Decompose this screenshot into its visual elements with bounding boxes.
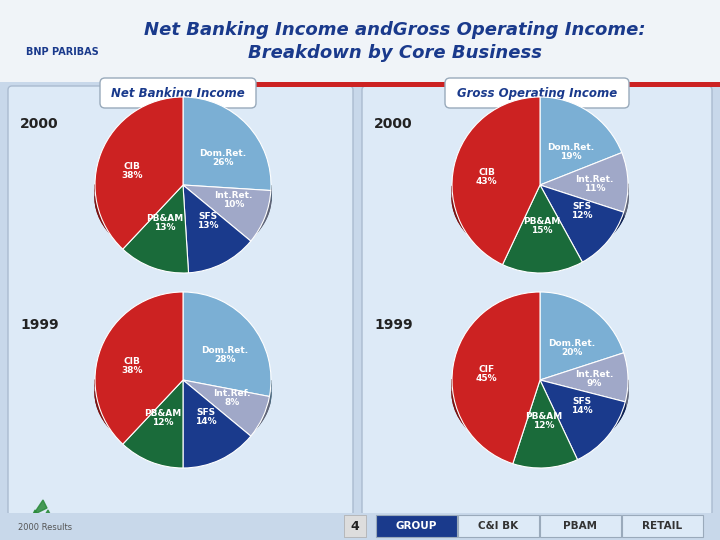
Wedge shape xyxy=(183,292,271,396)
Text: Int.Ret.: Int.Ret. xyxy=(575,176,613,184)
Text: PBAM: PBAM xyxy=(564,521,598,531)
Text: C&I BK: C&I BK xyxy=(478,521,518,531)
Polygon shape xyxy=(95,185,122,245)
Text: CIB: CIB xyxy=(478,168,495,177)
Text: 2000: 2000 xyxy=(374,117,413,131)
Polygon shape xyxy=(452,379,513,454)
Wedge shape xyxy=(183,380,269,436)
Text: Dom.Ret.: Dom.Ret. xyxy=(547,143,594,152)
Polygon shape xyxy=(513,439,577,457)
Text: Gross Operating Income: Gross Operating Income xyxy=(457,86,617,99)
Text: 19%: 19% xyxy=(560,152,582,161)
Polygon shape xyxy=(540,392,625,451)
Polygon shape xyxy=(503,242,582,262)
Text: Int.Ret.: Int.Ret. xyxy=(575,370,613,379)
Polygon shape xyxy=(513,392,577,457)
Text: RETAIL: RETAIL xyxy=(642,521,683,531)
Wedge shape xyxy=(540,292,624,380)
Polygon shape xyxy=(28,510,40,525)
Polygon shape xyxy=(540,197,624,254)
Text: PB&AM: PB&AM xyxy=(523,217,560,226)
Text: 13%: 13% xyxy=(197,221,218,231)
Wedge shape xyxy=(95,97,183,249)
Text: CIB: CIB xyxy=(124,356,140,366)
Polygon shape xyxy=(183,197,271,201)
Polygon shape xyxy=(251,392,269,434)
Polygon shape xyxy=(540,195,628,217)
Wedge shape xyxy=(122,380,183,468)
Polygon shape xyxy=(183,197,251,262)
FancyBboxPatch shape xyxy=(0,513,720,540)
Text: PB&AM: PB&AM xyxy=(525,411,562,421)
Text: CIB: CIB xyxy=(124,161,140,171)
Text: 12%: 12% xyxy=(152,418,174,427)
Wedge shape xyxy=(183,185,251,273)
Text: 2000: 2000 xyxy=(20,117,58,131)
Polygon shape xyxy=(251,189,271,239)
FancyBboxPatch shape xyxy=(0,0,720,82)
Wedge shape xyxy=(540,380,625,460)
Text: 14%: 14% xyxy=(195,417,217,426)
Polygon shape xyxy=(540,392,628,408)
Text: 38%: 38% xyxy=(122,366,143,375)
Text: SFS: SFS xyxy=(198,212,217,221)
Text: SFS: SFS xyxy=(197,408,216,417)
Text: 26%: 26% xyxy=(212,158,233,167)
Text: 45%: 45% xyxy=(475,374,497,383)
Text: 38%: 38% xyxy=(122,171,143,180)
Text: 43%: 43% xyxy=(476,177,498,186)
Polygon shape xyxy=(95,392,183,440)
Wedge shape xyxy=(452,97,540,265)
Text: Int.Ret.: Int.Ret. xyxy=(215,191,253,200)
FancyBboxPatch shape xyxy=(362,86,712,516)
Polygon shape xyxy=(183,421,251,457)
Polygon shape xyxy=(183,392,251,457)
Polygon shape xyxy=(452,197,540,256)
Polygon shape xyxy=(95,380,122,440)
Text: 12%: 12% xyxy=(533,421,554,430)
FancyBboxPatch shape xyxy=(344,515,366,537)
Wedge shape xyxy=(503,185,582,273)
Text: Dom.Ret.: Dom.Ret. xyxy=(202,346,248,355)
FancyBboxPatch shape xyxy=(8,86,353,516)
Text: 4: 4 xyxy=(351,519,359,532)
Text: 28%: 28% xyxy=(215,355,235,364)
Polygon shape xyxy=(122,197,189,262)
Text: 8%: 8% xyxy=(225,397,240,407)
Text: 11%: 11% xyxy=(584,184,606,193)
FancyBboxPatch shape xyxy=(458,515,539,537)
Polygon shape xyxy=(122,232,189,262)
Text: 1999: 1999 xyxy=(374,318,413,332)
Text: Breakdown by Core Business: Breakdown by Core Business xyxy=(248,44,542,62)
Text: SFS: SFS xyxy=(572,202,592,211)
Wedge shape xyxy=(540,185,624,262)
Polygon shape xyxy=(183,392,271,404)
Polygon shape xyxy=(38,510,52,527)
Wedge shape xyxy=(540,97,622,185)
Wedge shape xyxy=(183,185,271,241)
Wedge shape xyxy=(540,353,628,402)
Text: Net Banking Income andGross Operating Income:: Net Banking Income andGross Operating In… xyxy=(144,21,646,39)
FancyBboxPatch shape xyxy=(118,82,720,87)
Wedge shape xyxy=(452,292,540,464)
Wedge shape xyxy=(183,97,271,191)
Text: 2000 Results: 2000 Results xyxy=(18,523,72,531)
Polygon shape xyxy=(452,392,540,454)
Polygon shape xyxy=(269,380,271,404)
Text: BNP PARIBAS: BNP PARIBAS xyxy=(26,47,99,57)
Text: Int.Ref.: Int.Ref. xyxy=(214,389,251,397)
Polygon shape xyxy=(122,427,183,457)
Text: PB&AM: PB&AM xyxy=(144,409,181,418)
Polygon shape xyxy=(95,197,183,245)
Polygon shape xyxy=(183,197,271,239)
Text: 12%: 12% xyxy=(571,211,593,220)
Polygon shape xyxy=(452,186,503,256)
Text: 15%: 15% xyxy=(531,226,552,235)
Polygon shape xyxy=(582,205,624,254)
Wedge shape xyxy=(122,185,189,273)
Polygon shape xyxy=(33,500,47,515)
Text: 9%: 9% xyxy=(587,379,602,388)
FancyBboxPatch shape xyxy=(622,515,703,537)
Polygon shape xyxy=(183,392,269,434)
